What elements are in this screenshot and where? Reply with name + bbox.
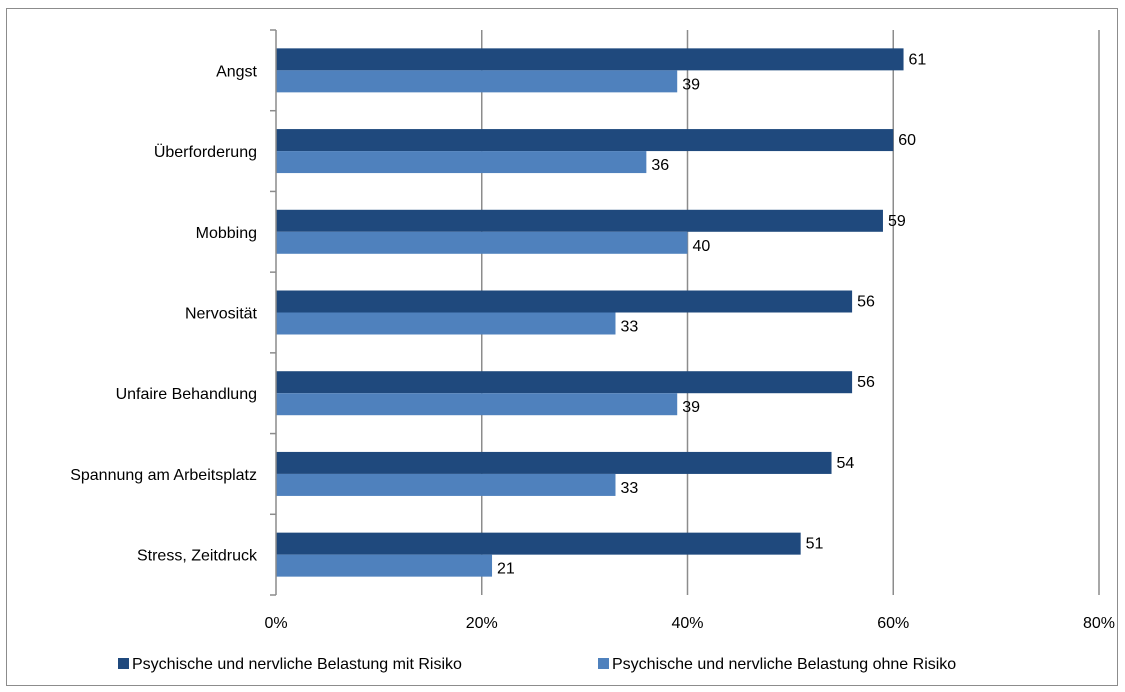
x-tick-label: 80% [1083, 615, 1115, 632]
data-label: 54 [837, 455, 855, 472]
x-tick-label: 40% [671, 615, 703, 632]
bar-with-risk [276, 209, 883, 232]
data-label: 59 [888, 213, 906, 230]
bar-without-risk [276, 554, 493, 577]
bar-with-risk [276, 451, 832, 474]
legend-label: Psychische und nervliche Belastung ohne … [612, 656, 956, 673]
category-label: Mobbing [196, 225, 257, 242]
legend: Psychische und nervliche Belastung mit R… [118, 656, 956, 673]
data-labels: 61 39 60 36 59 40 56 33 56 39 54 33 51 21 [497, 51, 926, 577]
bars [276, 48, 904, 577]
data-label: 33 [620, 319, 638, 336]
data-label: 56 [857, 294, 875, 311]
legend-swatch-with-risk [118, 658, 129, 669]
bar-without-risk [276, 151, 647, 174]
legend-swatch-without-risk [598, 658, 609, 669]
category-label: Nervosität [185, 306, 258, 323]
data-label: 33 [620, 480, 638, 497]
chart-frame [6, 8, 1118, 686]
bar-with-risk [276, 371, 853, 394]
legend-label: Psychische und nervliche Belastung mit R… [132, 656, 462, 673]
bar-without-risk [276, 312, 616, 335]
bar-with-risk [276, 532, 801, 555]
data-label: 60 [898, 132, 916, 149]
bar-with-risk [276, 48, 904, 71]
bar-without-risk [276, 393, 678, 416]
category-label: Angst [216, 63, 257, 80]
x-tick-label: 0% [264, 615, 287, 632]
data-label: 39 [682, 399, 700, 416]
y-axis [270, 29, 277, 596]
x-tick-labels: 0% 20% 40% 60% 80% [264, 615, 1115, 632]
data-label: 21 [497, 561, 515, 578]
bar-without-risk [276, 473, 616, 496]
data-label: 51 [806, 536, 824, 553]
bar-without-risk [276, 231, 688, 254]
category-label: Spannung am Arbeitsplatz [70, 467, 257, 484]
category-label: Stress, Zeitdruck [137, 548, 258, 565]
data-label: 56 [857, 374, 875, 391]
x-tick-label: 20% [466, 615, 498, 632]
data-label: 36 [651, 157, 669, 174]
x-tick-label: 60% [877, 615, 909, 632]
bar-with-risk [276, 290, 853, 313]
data-label: 40 [693, 238, 711, 255]
category-labels: Angst Überforderung Mobbing Nervosität Unfai… [70, 63, 258, 564]
data-label: 61 [909, 51, 927, 68]
bar-without-risk [276, 70, 678, 93]
data-label: 39 [682, 76, 700, 93]
bar-with-risk [276, 129, 894, 152]
category-label: Überforderung [154, 143, 257, 161]
category-label: Unfaire Behandlung [116, 386, 257, 403]
